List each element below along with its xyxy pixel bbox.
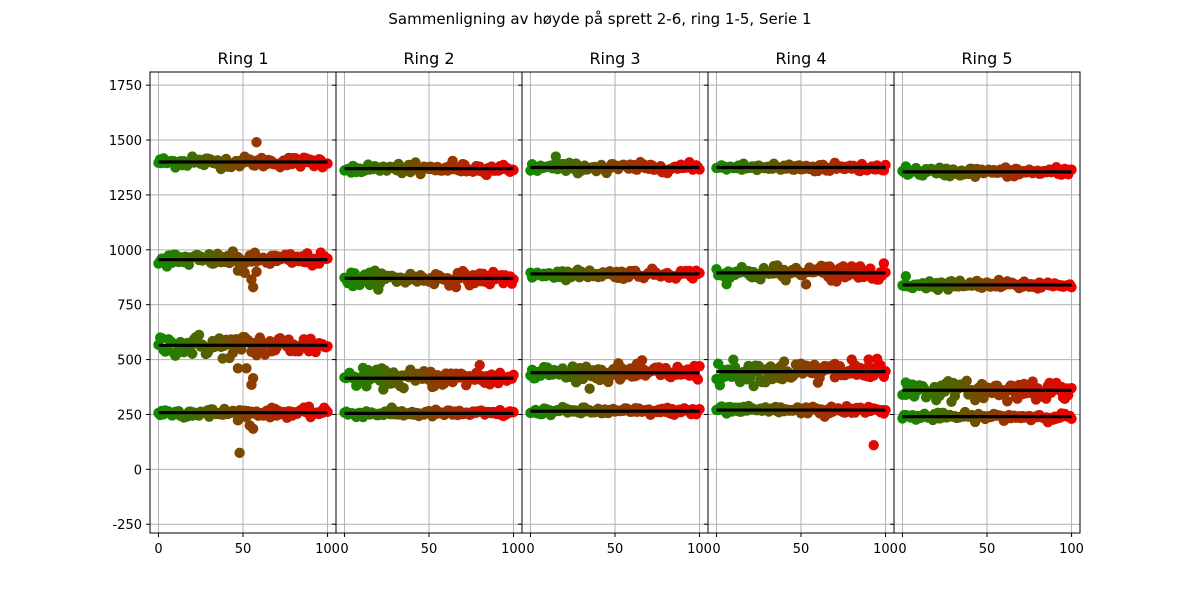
y-tick-label: 250 (117, 408, 142, 423)
data-point (232, 415, 244, 426)
data-point (745, 372, 756, 384)
x-tick-label: 50 (979, 542, 996, 557)
data-point-outlier (187, 151, 198, 162)
x-tick-label: 50 (793, 542, 810, 557)
data-point-outlier (826, 275, 837, 286)
x-tick-label: 0 (154, 542, 162, 557)
x-tick-label: 50 (421, 542, 438, 557)
data-point (748, 380, 759, 392)
data-point-outlier (900, 161, 912, 172)
panel-title: Ring 1 (217, 49, 268, 68)
data-point (378, 384, 389, 395)
y-tick-label: 1250 (109, 189, 142, 204)
data-point-outlier (254, 332, 266, 343)
data-point-outlier (601, 167, 612, 179)
data-point-outlier (900, 377, 912, 388)
data-point-outlier (251, 137, 262, 148)
data-point-outlier (863, 354, 874, 365)
y-tick-label: -250 (112, 518, 142, 533)
data-point-outlier (812, 377, 824, 388)
data-point (694, 403, 705, 415)
data-point (450, 281, 462, 293)
y-tick-label: 1000 (109, 244, 142, 259)
data-point-outlier (217, 353, 228, 364)
data-point-outlier (846, 354, 857, 365)
x-tick-label: 0 (526, 542, 534, 557)
data-point-outlier (398, 382, 409, 394)
data-point (227, 347, 239, 359)
data-point-outlier (247, 281, 259, 293)
panel-title: Ring 3 (589, 49, 640, 68)
data-point-outlier (819, 411, 830, 422)
data-point (800, 279, 812, 290)
data-point (878, 258, 890, 269)
figure-title: Sammenligning av høyde på sprett 2-6, ri… (388, 10, 812, 28)
x-tick-label: 0 (898, 542, 906, 557)
x-tick-label: 100 (1059, 542, 1084, 557)
x-tick-label: 100 (687, 542, 712, 557)
data-point (961, 375, 972, 387)
x-tick-label: 100 (501, 542, 526, 557)
data-point-outlier (234, 447, 245, 459)
y-tick-label: 1500 (109, 134, 142, 149)
data-point-outlier (447, 155, 458, 167)
data-point (778, 356, 790, 367)
data-point (694, 164, 705, 175)
x-tick-label: 100 (873, 542, 898, 557)
data-point-outlier (900, 270, 912, 282)
panel-title: Ring 5 (961, 49, 1012, 68)
x-tick-label: 0 (340, 542, 348, 557)
data-point-outlier (251, 266, 262, 277)
data-point (193, 329, 205, 341)
panel-title: Ring 4 (775, 49, 826, 68)
y-tick-label: 750 (117, 299, 142, 314)
data-point-outlier (232, 363, 244, 374)
data-point (636, 355, 648, 366)
data-point-outlier (239, 267, 250, 279)
data-point-outlier (247, 423, 259, 434)
data-point-outlier (247, 373, 259, 384)
data-point-outlier (1002, 396, 1013, 407)
data-point-outlier (364, 279, 376, 291)
x-tick-label: 50 (607, 542, 624, 557)
data-point (694, 360, 705, 372)
panel-title: Ring 2 (403, 49, 454, 68)
x-tick-label: 100 (315, 542, 340, 557)
data-point (187, 348, 198, 359)
x-tick-label: 50 (235, 542, 252, 557)
data-point-outlier (829, 358, 841, 370)
x-tick-label: 0 (712, 542, 720, 557)
data-point (692, 374, 704, 385)
data-point-outlier (347, 280, 359, 292)
data-point-outlier (474, 359, 485, 371)
data-point-outlier (251, 349, 262, 361)
data-point (584, 383, 595, 394)
y-tick-label: 1750 (109, 79, 142, 94)
data-point-outlier (838, 261, 849, 272)
data-point-outlier (1027, 376, 1038, 387)
data-point-outlier (550, 151, 562, 162)
data-point-outlier (241, 363, 252, 374)
y-tick-label: 0 (134, 463, 142, 478)
data-point-outlier (868, 439, 879, 451)
data-point-outlier (846, 261, 857, 272)
y-tick-label: 500 (117, 354, 142, 369)
data-point-outlier (415, 168, 426, 180)
data-point (978, 392, 989, 404)
data-point-outlier (854, 261, 866, 272)
